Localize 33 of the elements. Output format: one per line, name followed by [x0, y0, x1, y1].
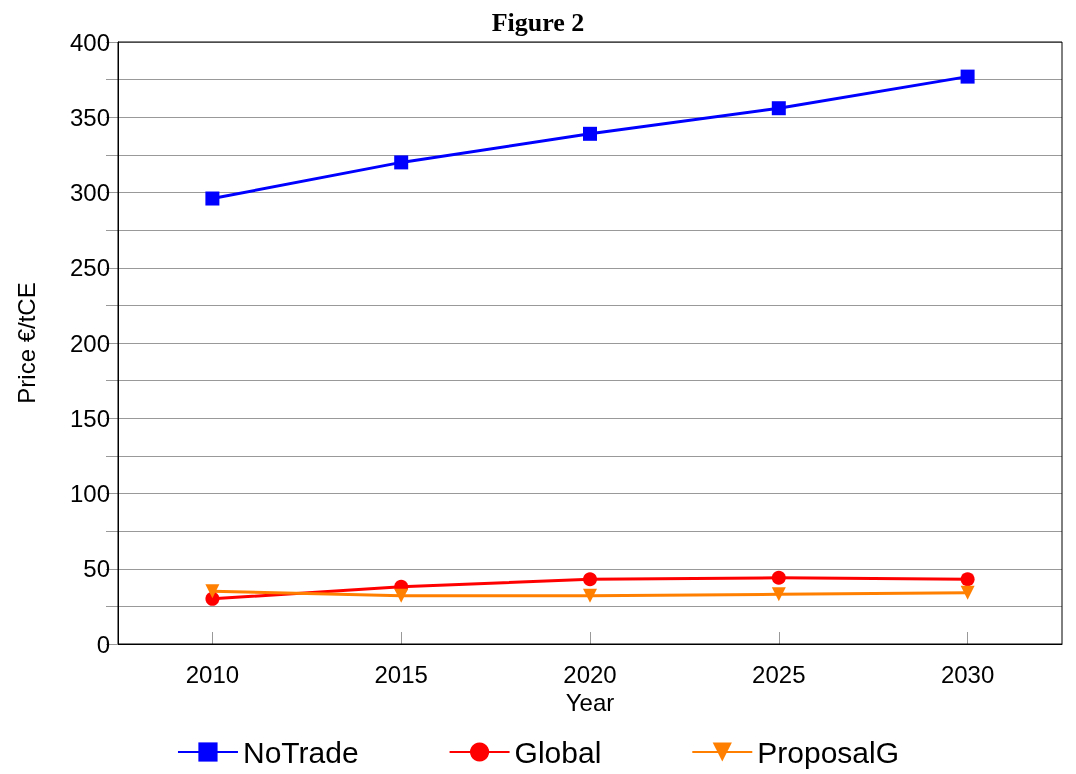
y-tick-label: 0	[96, 630, 110, 658]
point	[583, 126, 597, 141]
y-tick-label: 300	[69, 179, 110, 206]
y-axis-title: Price €/tCE	[12, 282, 40, 404]
point	[205, 584, 220, 599]
point	[205, 191, 220, 206]
point	[771, 101, 786, 116]
x-tick-label: 2015	[374, 660, 428, 688]
x-axis-title: Year	[565, 689, 615, 717]
y-tick-label: 100	[69, 480, 110, 507]
point	[394, 155, 409, 170]
legend-label: Global	[514, 735, 602, 769]
point	[583, 588, 597, 603]
y-tick-label: 50	[83, 555, 110, 583]
x-tick-label: 2010	[185, 660, 240, 688]
legend-label: NoTrade	[242, 735, 359, 769]
point	[394, 588, 409, 603]
point	[960, 572, 975, 587]
point	[771, 570, 786, 585]
point	[960, 69, 975, 84]
y-tick-label: 350	[69, 103, 110, 131]
y-tick-label: 200	[69, 329, 110, 357]
y-tick-label: 150	[69, 404, 110, 432]
x-tick-label: 2025	[752, 660, 806, 688]
x-tick-label: 2020	[563, 660, 617, 688]
point	[771, 587, 786, 602]
chart-title: Figure 2	[491, 7, 585, 37]
y-tick-label: 400	[69, 28, 110, 56]
point	[960, 585, 975, 600]
point	[583, 572, 597, 587]
x-tick-label: 2030	[940, 660, 995, 688]
legend-label: ProposalG	[757, 735, 900, 769]
y-tick-label: 250	[69, 254, 110, 282]
